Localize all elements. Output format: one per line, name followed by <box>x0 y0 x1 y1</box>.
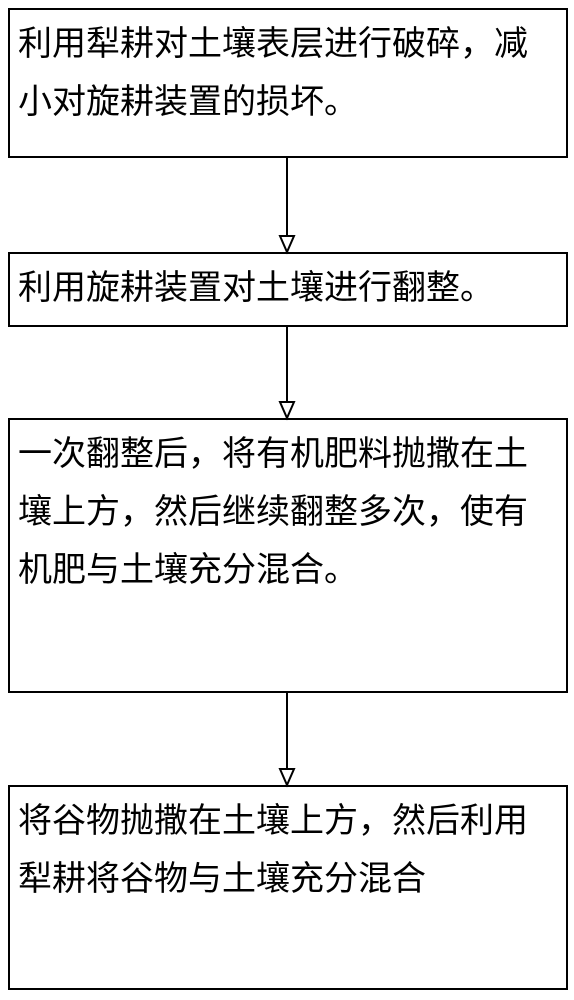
flow-step-4: 将谷物抛撒在土壤上方，然后利用犁耕将谷物与土壤充分混合 <box>8 785 568 990</box>
flow-step-2-text: 利用旋耕装置对土壤进行翻整。 <box>18 260 558 318</box>
flow-step-4-text: 将谷物抛撒在土壤上方，然后利用犁耕将谷物与土壤充分混合 <box>18 793 558 909</box>
flowchart-canvas: 利用犁耕对土壤表层进行破碎，减小对旋耕装置的损坏。 利用旋耕装置对土壤进行翻整。… <box>0 0 574 1000</box>
flow-step-1: 利用犁耕对土壤表层进行破碎，减小对旋耕装置的损坏。 <box>8 8 568 158</box>
flow-step-2: 利用旋耕装置对土壤进行翻整。 <box>8 252 568 327</box>
flow-arrow-2 <box>277 327 297 418</box>
flow-step-3-text: 一次翻整后，将有机肥料抛撒在土壤上方，然后继续翻整多次，使有机肥与土壤充分混合。 <box>18 426 558 599</box>
flow-step-3: 一次翻整后，将有机肥料抛撒在土壤上方，然后继续翻整多次，使有机肥与土壤充分混合。 <box>8 418 568 693</box>
flow-arrow-3 <box>277 693 297 785</box>
flow-step-1-text: 利用犁耕对土壤表层进行破碎，减小对旋耕装置的损坏。 <box>18 16 558 132</box>
flow-arrow-1 <box>277 158 297 252</box>
